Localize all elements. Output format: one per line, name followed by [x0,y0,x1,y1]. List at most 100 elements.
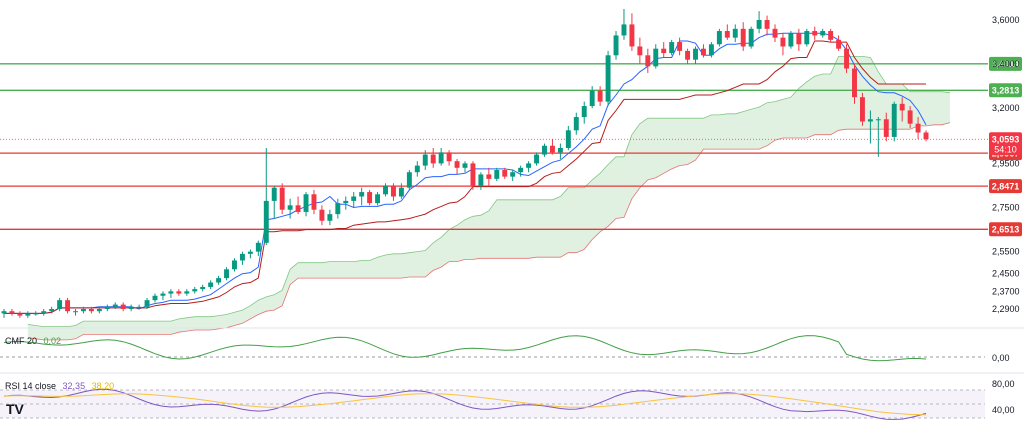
candle [613,31,619,60]
level-badge-1 [989,83,1022,98]
candle [263,147,269,246]
candle [565,125,571,151]
candle [454,158,460,175]
price-tick-label: 2,3700 [992,286,1020,296]
candle [812,26,818,40]
candle [271,185,277,219]
candle [160,291,166,301]
candle [295,196,301,215]
candle [756,11,762,34]
candle [852,64,857,104]
candle [557,143,563,159]
rsi-title: RSI 14 close 32,35 38,20 [5,381,114,391]
current-price-badge [989,132,1022,156]
candle [184,289,190,296]
candle [526,161,532,173]
candle [255,240,261,257]
candle [724,24,730,40]
candle [669,39,675,56]
candle [33,311,39,316]
candle [677,37,683,56]
candle [351,192,357,208]
candle [25,311,31,318]
candle [629,13,635,51]
candle [844,44,850,73]
level-badge-label-0: 3,4014 [992,59,1020,69]
candle [200,284,206,292]
candle [88,306,94,314]
candle [653,44,659,69]
candle [867,110,873,144]
candle [287,198,293,219]
candle [168,289,174,298]
candle [788,31,794,49]
candle [804,28,810,47]
candlestick-series [1,8,929,318]
svg-text:TV: TV [6,401,25,417]
tradingview-logo[interactable]: TV [6,401,25,417]
price-tick-label: 2,5500 [992,247,1020,257]
level-badge-label-1: 3,2813 [992,86,1020,96]
price-tick-label: 3,2000 [992,103,1020,113]
candle [534,152,540,166]
candle [685,48,691,65]
price-tick-label: 2,9500 [992,158,1020,168]
candle [311,189,317,215]
level-badge-4 [989,222,1022,237]
candle [41,309,47,316]
candle [279,183,285,215]
candle [239,251,245,265]
candle [65,297,71,314]
candle [478,172,484,190]
candle [510,170,516,182]
candle [17,311,23,318]
candle [232,258,237,272]
candle [772,24,778,43]
rsi-line [3,388,927,420]
candle [208,280,214,290]
candle [589,86,595,109]
candle [216,275,222,285]
candle [780,33,786,56]
candle [414,161,420,177]
candle [462,161,468,173]
candle [605,50,611,107]
candle [224,267,230,281]
rsi-ma-line [3,393,927,416]
candle [732,24,738,43]
candle [398,183,404,199]
candle [343,196,349,210]
cloud-span-a [27,56,950,327]
candle [637,37,643,65]
cmf-line [3,335,927,362]
cloud-area [27,56,950,340]
candle [57,297,63,312]
candle [645,48,651,73]
candle [828,28,834,43]
candle [875,117,881,157]
level-badge-label-3: 2,8471 [992,181,1020,191]
level-badge-label-4: 2,6513 [992,224,1020,234]
price-tick-label: 2,7500 [992,203,1020,213]
candle [152,293,158,303]
tenkan-line [4,32,927,314]
kijun-line [4,40,926,314]
candle [406,170,412,190]
moving-average-lines [4,32,927,314]
candle [923,130,929,142]
candle [367,189,373,206]
cmf-title: CMF 20 0,02 [5,336,61,346]
candle [899,97,905,122]
candle [73,309,78,316]
candle [883,112,889,142]
candle [390,183,396,201]
candle [518,165,524,177]
price-axis: 3,6000 3,4000 3,2000 2,9500 2,7500 2,5500 2,45… [992,15,1020,314]
candle [748,26,754,49]
indicator-panes [0,327,1024,420]
support-resistance-lines: 3,40143,28132,99672,84712,65133,059354:1… [0,56,1022,237]
candle [136,304,142,309]
candle [430,147,436,168]
